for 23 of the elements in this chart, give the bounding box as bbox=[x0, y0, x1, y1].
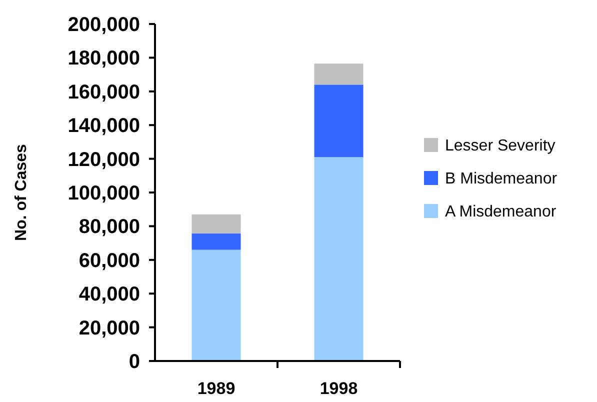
y-tick-label: 0 bbox=[128, 351, 140, 373]
x-tick-label: 1989 bbox=[197, 379, 236, 398]
bar bbox=[192, 250, 241, 361]
y-tick-label: 40,000 bbox=[78, 284, 140, 306]
y-tick-label: 20,000 bbox=[78, 317, 140, 340]
y-tick-label: 100,000 bbox=[68, 182, 140, 204]
y-tick-label: 120,000 bbox=[68, 148, 140, 171]
legend-label: Lesser Severity bbox=[445, 138, 556, 155]
y-tick-label: 160,000 bbox=[68, 81, 140, 104]
y-tick-label: 60,000 bbox=[78, 250, 140, 272]
y-tick-label: 200,000 bbox=[68, 14, 140, 36]
bar bbox=[314, 84, 364, 158]
bar bbox=[314, 157, 364, 361]
y-tick-label: 140,000 bbox=[68, 115, 140, 138]
bar bbox=[192, 214, 241, 234]
x-tick-label: 1998 bbox=[320, 379, 358, 398]
y-tick-label: 80,000 bbox=[78, 216, 140, 238]
legend-label: B Misdemeanor bbox=[445, 170, 558, 188]
bar bbox=[314, 64, 364, 85]
y-tick-label: 180,000 bbox=[68, 48, 140, 70]
bar bbox=[192, 233, 241, 250]
legend-label: A Misdemeanor bbox=[445, 204, 557, 221]
y-axis-title: No. of Cases bbox=[13, 144, 30, 241]
